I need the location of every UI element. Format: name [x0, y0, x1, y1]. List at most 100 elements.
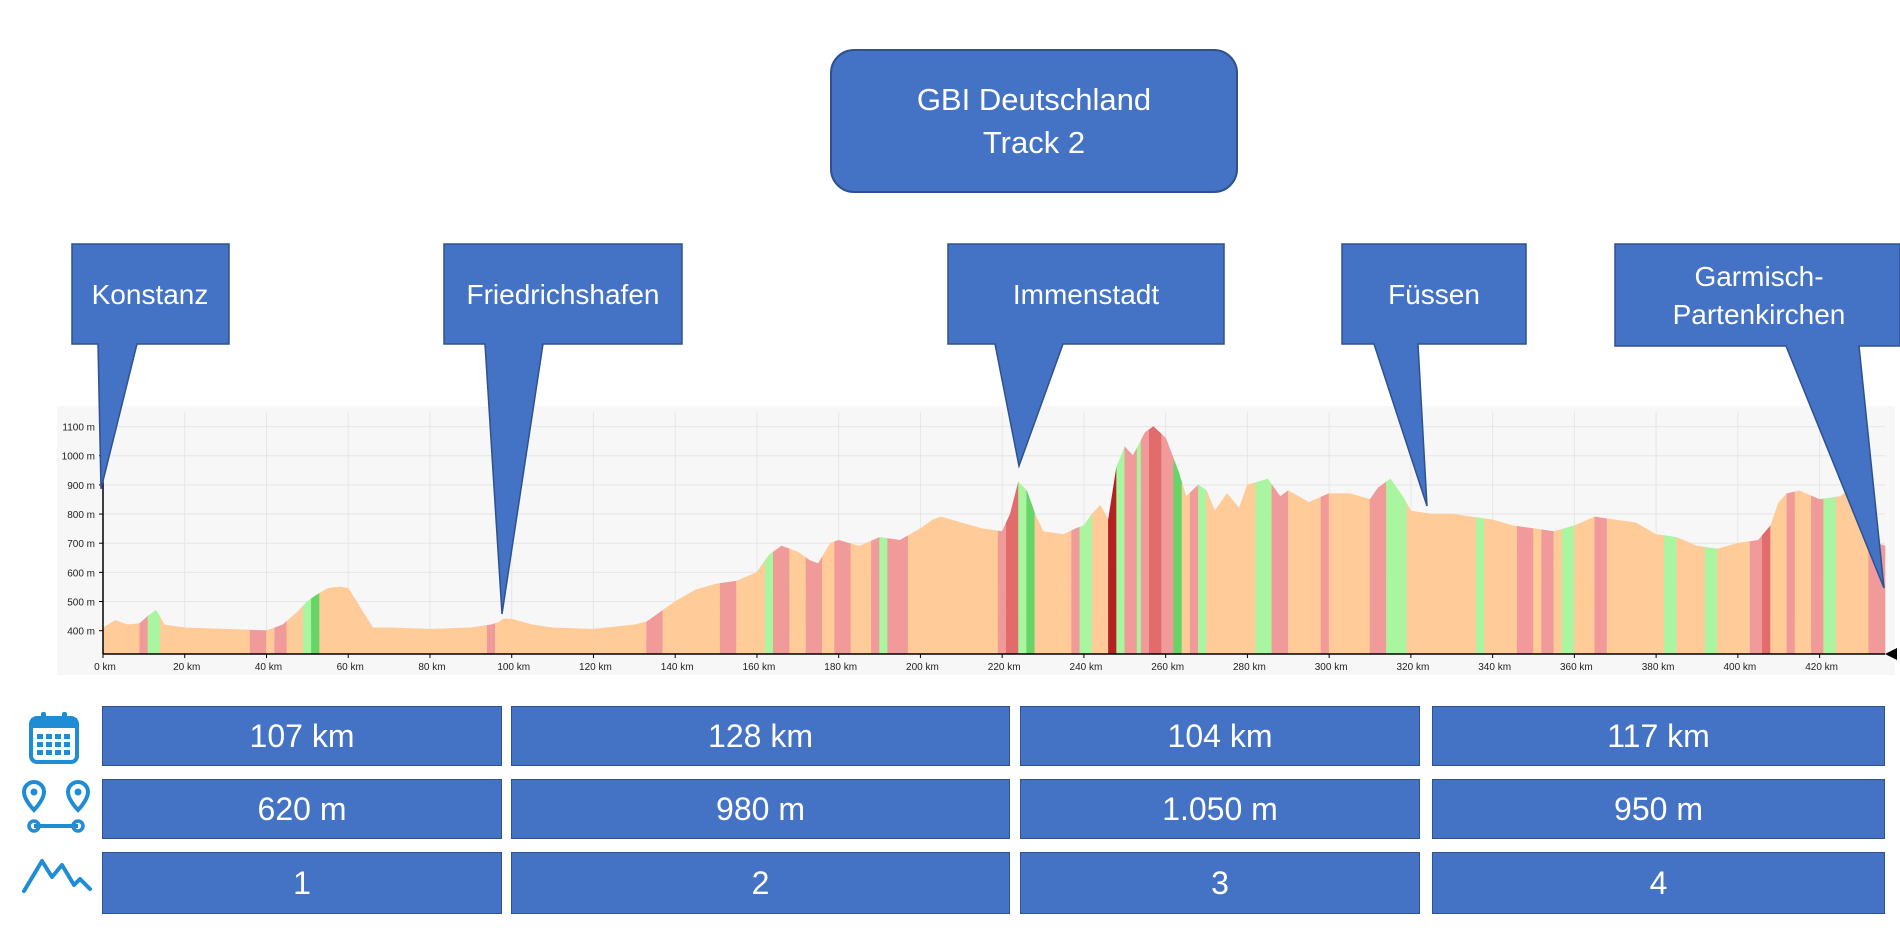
y-tick-label: 1100 m	[62, 423, 95, 434]
profile-segment-climb	[887, 535, 909, 655]
y-tick-label: 600 m	[67, 568, 95, 579]
stage-2-elevation: 980 m	[511, 779, 1010, 839]
x-tick-label: 300 km	[1315, 662, 1348, 673]
stage-2-difficulty: 2	[511, 852, 1010, 914]
profile-segment-descent	[1704, 546, 1718, 655]
profile-segment-descent	[1116, 446, 1126, 655]
profile-segment-flat	[1717, 541, 1751, 655]
profile-segment-flat	[102, 620, 141, 655]
chart-segments	[102, 426, 1886, 655]
callout-fuessen	[1341, 243, 1527, 507]
stage-2-distance: 128 km	[511, 706, 1010, 766]
profile-segment-flat	[1794, 490, 1812, 655]
callout-konstanz	[71, 243, 230, 490]
profile-segment-descent	[1561, 525, 1575, 655]
profile-segment-climb	[1140, 428, 1150, 655]
chart-tick-labels: 0 km 20 km 40 km 60 km 80 km 100 km 120 km 140 …	[62, 423, 1838, 673]
profile-segment-climb	[1516, 525, 1534, 655]
x-tick-label: 160 km	[743, 662, 776, 673]
profile-segment-steep	[1762, 524, 1771, 655]
x-tick-label: 400 km	[1723, 662, 1756, 673]
profile-segment-descent	[1018, 481, 1027, 655]
profile-segment-descent	[1386, 478, 1408, 655]
callout-garmisch	[1614, 243, 1900, 589]
profile-segment-flat	[789, 548, 807, 655]
profile-segment-climb	[1320, 493, 1330, 655]
stage-3-elevation: 1.050 m	[1020, 779, 1420, 839]
stop-label-friedrichshafen: Friedrichshafen	[467, 279, 660, 310]
profile-segment-flat	[924, 516, 999, 655]
stage-3-difficulty: 3	[1020, 852, 1420, 914]
profile-segment-steep_descent	[1173, 459, 1183, 655]
x-tick-label: 240 km	[1070, 662, 1103, 673]
x-tick-label: 140 km	[661, 662, 694, 673]
x-tick-label: 40 km	[255, 662, 282, 673]
x-tick-label: 80 km	[418, 662, 445, 673]
profile-segment-descent	[147, 609, 161, 655]
stop-label-garmisch-line1: Garmisch-	[1694, 261, 1823, 292]
elevation-chart: 0 km 20 km 40 km 60 km 80 km 100 km 120 km 140 …	[61, 243, 1900, 673]
stop-callouts: Konstanz Friedrichshafen Immenstadt Füss…	[71, 243, 1900, 615]
x-tick-label: 20 km	[173, 662, 200, 673]
x-tick-label: 220 km	[988, 662, 1021, 673]
calendar-icon	[29, 712, 79, 764]
x-tick-label: 200 km	[906, 662, 939, 673]
profile-segment-descent	[1136, 440, 1142, 655]
profile-segment-flat	[1484, 518, 1518, 655]
x-tick-label: 420 km	[1805, 662, 1838, 673]
y-tick-label: 700 m	[67, 539, 95, 550]
mountain-icon	[22, 859, 92, 893]
profile-segment-flat	[821, 541, 835, 655]
y-tick-label: 1000 m	[62, 452, 95, 463]
stage-1-difficulty: 1	[102, 852, 502, 914]
stop-label-immenstadt: Immenstadt	[1013, 279, 1159, 310]
profile-segment-flat	[1328, 493, 1371, 655]
profile-segment-flat	[850, 540, 872, 655]
profile-segment-flat	[1574, 516, 1596, 655]
x-tick-label: 100 km	[497, 662, 530, 673]
profile-segment-flat	[1206, 482, 1256, 655]
profile-segment-climb	[871, 536, 880, 655]
route-pins-icon	[21, 779, 91, 833]
profile-segment-flat	[1091, 504, 1109, 655]
profile-segment-climb	[1594, 516, 1608, 655]
profile-segment-climb	[249, 629, 267, 655]
profile-segment-climb	[1369, 481, 1387, 655]
x-tick-label: 180 km	[824, 662, 857, 673]
title-line-2: Track 2	[982, 125, 1086, 160]
profile-segment-flat	[1533, 528, 1543, 655]
y-tick-label: 900 m	[67, 481, 95, 492]
x-tick-label: 60 km	[337, 662, 364, 673]
profile-segment-descent	[1823, 496, 1837, 655]
profile-segment-flat	[1406, 502, 1477, 655]
stop-label-garmisch-line2: Partenkirchen	[1673, 299, 1846, 330]
profile-segment-climb	[1189, 484, 1199, 655]
profile-segment-flat	[1606, 518, 1665, 655]
y-tick-label: 400 m	[67, 627, 95, 638]
profile-segment-descent	[879, 537, 889, 655]
profile-segment-flat	[1553, 528, 1563, 655]
profile-segment-flat	[1287, 490, 1322, 655]
title-box: GBI Deutschland Track 2	[830, 49, 1238, 193]
profile-segment-climb	[1811, 495, 1825, 655]
profile-segment-climb	[719, 580, 737, 655]
x-tick-label: 340 km	[1478, 662, 1511, 673]
stage-4-difficulty: 4	[1432, 852, 1885, 914]
callout-friedrichshafen	[443, 243, 683, 615]
profile-segment-climb	[997, 522, 1007, 655]
profile-segment-flat	[1676, 536, 1706, 655]
x-tick-label: 260 km	[1151, 662, 1184, 673]
profile-segment-descent	[1255, 478, 1273, 655]
y-tick-label: 800 m	[67, 510, 95, 521]
profile-segment-steep_descent	[1026, 490, 1036, 655]
profile-segment-flat	[907, 525, 925, 655]
x-tick-label: 320 km	[1396, 662, 1429, 673]
profile-segment-descent	[764, 551, 774, 655]
x-tick-label: 0 km	[94, 662, 116, 673]
profile-segment-climb	[834, 539, 852, 655]
stage-4-distance: 117 km	[1432, 706, 1885, 766]
stage-1-distance: 107 km	[102, 706, 502, 766]
stop-label-fuessen: Füssen	[1388, 279, 1480, 310]
profile-segment-descent	[1663, 535, 1677, 655]
x-tick-label: 360 km	[1560, 662, 1593, 673]
